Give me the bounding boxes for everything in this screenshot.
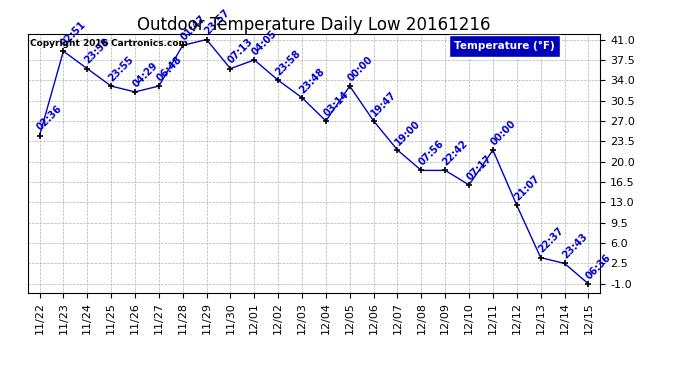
Text: 06:48: 06:48 <box>155 54 184 83</box>
Text: 23:55: 23:55 <box>107 54 136 83</box>
Text: 22:42: 22:42 <box>441 139 470 168</box>
Text: 23:43: 23:43 <box>560 232 589 261</box>
Title: Outdoor Temperature Daily Low 20161216: Outdoor Temperature Daily Low 20161216 <box>137 16 491 34</box>
Text: 04:05: 04:05 <box>250 28 279 57</box>
Text: 07:13: 07:13 <box>226 37 255 66</box>
Text: Temperature (°F): Temperature (°F) <box>454 41 555 51</box>
Text: 00:00: 00:00 <box>346 54 375 83</box>
Text: 23:48: 23:48 <box>297 66 327 95</box>
Text: 03:14: 03:14 <box>322 89 351 118</box>
Text: 07:56: 07:56 <box>417 139 446 168</box>
Text: 06:36: 06:36 <box>584 252 613 281</box>
Text: 01:47: 01:47 <box>179 13 208 43</box>
Text: 07:17: 07:17 <box>465 153 494 182</box>
Text: 23:57: 23:57 <box>202 8 231 37</box>
Text: 19:00: 19:00 <box>393 118 422 147</box>
Text: 19:47: 19:47 <box>369 89 398 118</box>
Text: 04:29: 04:29 <box>130 60 159 89</box>
Text: 02:51: 02:51 <box>59 20 88 48</box>
Text: Copyright 2016 Cartronics.com: Copyright 2016 Cartronics.com <box>30 39 188 48</box>
Bar <box>448 35 560 57</box>
Text: 23:58: 23:58 <box>274 48 303 78</box>
Text: 02:36: 02:36 <box>35 104 64 133</box>
Text: 22:37: 22:37 <box>536 226 565 255</box>
Text: 21:07: 21:07 <box>513 174 542 202</box>
Text: 00:00: 00:00 <box>489 118 518 147</box>
Text: 23:58: 23:58 <box>83 37 112 66</box>
